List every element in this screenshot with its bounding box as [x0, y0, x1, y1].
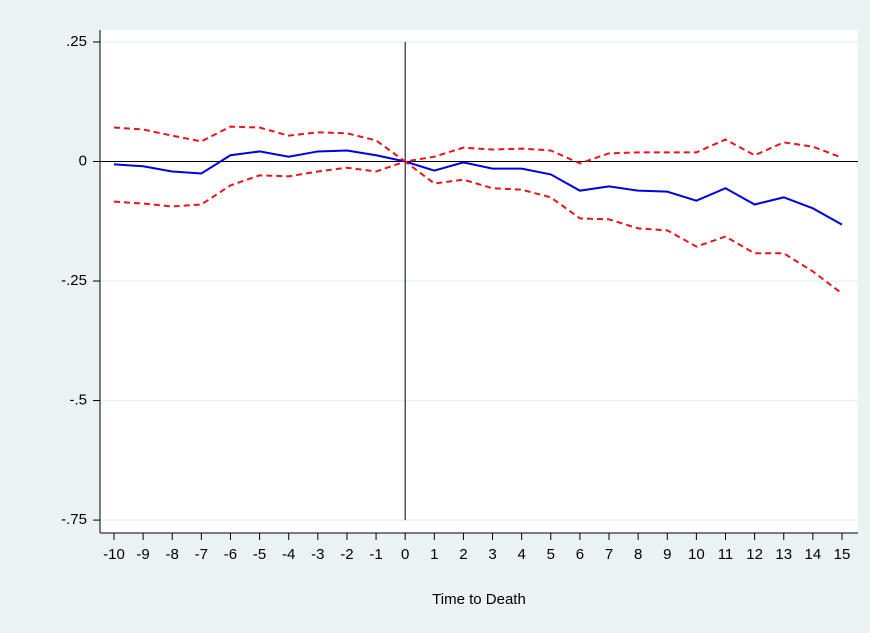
x-tick-label: 9: [663, 546, 671, 563]
x-tick-label: 2: [459, 546, 467, 563]
x-tick-label: 5: [547, 546, 555, 563]
y-tick-label: -.5: [69, 392, 87, 409]
x-tick-label: 14: [805, 546, 822, 563]
x-axis-label: Time to Death: [432, 591, 526, 608]
x-tick-label: 0: [401, 546, 409, 563]
x-tick-label: 11: [718, 546, 734, 563]
series-line: [113, 149, 843, 226]
x-tick-label: -5: [253, 546, 266, 563]
y-tick-label: .25: [66, 33, 87, 50]
series-line: [113, 160, 843, 295]
x-tick-label: 13: [775, 546, 792, 563]
x-tick-label: -1: [369, 546, 382, 563]
y-tick-label: -.25: [61, 272, 87, 289]
x-tick-label: -2: [340, 546, 353, 563]
x-tick-label: 1: [430, 546, 438, 563]
x-tick-label: -8: [166, 546, 179, 563]
y-tick-label: -.75: [61, 511, 87, 528]
x-tick-label: 7: [605, 546, 613, 563]
y-tick-label: 0: [79, 152, 87, 169]
x-tick-label: 10: [688, 546, 705, 563]
x-tick-label: 8: [634, 546, 642, 563]
x-tick-label: -6: [224, 546, 237, 563]
x-tick-label: 6: [576, 546, 584, 563]
x-tick-label: -7: [195, 546, 208, 563]
x-tick-label: 12: [746, 546, 763, 563]
x-tick-label: -9: [136, 546, 149, 563]
x-tick-label: -3: [311, 546, 324, 563]
x-tick-label: 15: [834, 546, 851, 563]
x-tick-label: 3: [488, 546, 496, 563]
x-tick-label: 4: [517, 546, 525, 563]
x-tick-label: -10: [103, 546, 125, 563]
x-tick-label: -4: [282, 546, 295, 563]
